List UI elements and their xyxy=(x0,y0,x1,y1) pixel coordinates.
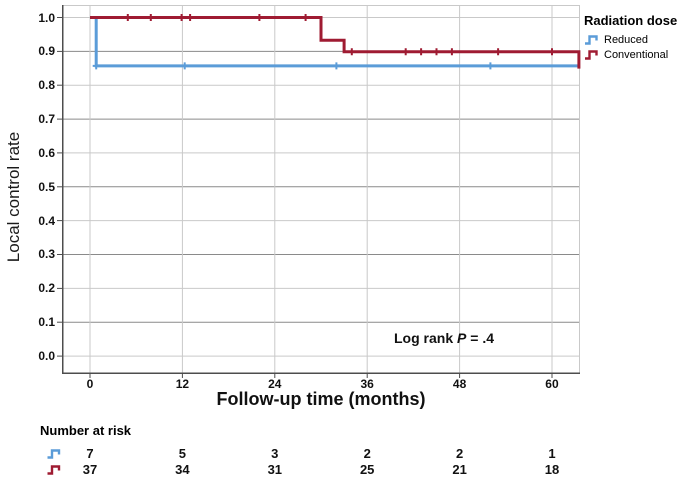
x-tick-label-0: 0 xyxy=(86,377,94,391)
step-curve-icon xyxy=(585,50,598,60)
step-curve-icon xyxy=(47,449,61,459)
risk-row-icon-conventional xyxy=(46,463,66,477)
y-tick-label-0.8: 0.8 xyxy=(38,78,55,93)
risk-count-conventional-12mo: 34 xyxy=(175,462,190,477)
legend-entry-conventional: Conventional xyxy=(584,48,677,61)
x-tick-label-36: 36 xyxy=(360,377,374,391)
plot-area xyxy=(57,5,581,378)
risk-count-conventional-36mo: 25 xyxy=(359,462,375,477)
censor-mark-conventional xyxy=(147,14,155,21)
censor-mark-conventional xyxy=(348,48,356,56)
risk-count-conventional-0mo: 37 xyxy=(82,462,98,477)
censor-mark-conventional xyxy=(302,14,310,21)
censor-mark-conventional xyxy=(402,48,410,56)
step-curve-icon xyxy=(47,465,61,475)
x-axis-title: Follow-up time (months) xyxy=(216,389,426,409)
risk-count-reduced-12mo: 5 xyxy=(178,446,187,461)
censor-mark-reduced xyxy=(486,62,494,70)
km-plot-svg xyxy=(57,5,581,378)
x-tick-label-24: 24 xyxy=(268,377,282,391)
censor-mark-conventional xyxy=(178,14,186,21)
legend-label: Reduced xyxy=(604,33,649,46)
x-tick-label-60: 60 xyxy=(545,377,559,391)
legend-entry-reduced: Reduced xyxy=(584,33,677,46)
censor-mark-reduced xyxy=(332,62,340,70)
legend-label: Conventional xyxy=(604,48,669,61)
risk-count-reduced-48mo: 2 xyxy=(455,446,464,461)
risk-row-icon-reduced xyxy=(46,447,66,461)
y-tick-label-0.5: 0.5 xyxy=(38,179,55,194)
x-tick-label-48: 48 xyxy=(452,377,467,391)
censor-mark-conventional xyxy=(494,48,502,56)
log-rank-text: Log rank xyxy=(394,330,458,346)
censor-mark-conventional xyxy=(255,14,263,21)
step-curve-icon xyxy=(585,35,598,45)
risk-count-reduced-36mo: 2 xyxy=(363,446,371,461)
legend-title: Radiation dose xyxy=(584,13,678,28)
censor-mark-conventional xyxy=(448,48,456,56)
risk-count-conventional-24mo: 31 xyxy=(267,462,283,477)
y-tick-label-0.0: 0.0 xyxy=(38,349,55,364)
censor-mark-conventional xyxy=(433,48,440,56)
legend: Radiation dose Reduced Conventional xyxy=(584,13,677,63)
y-tick-label-1.0: 1.0 xyxy=(38,10,55,25)
risk-count-conventional-48mo: 21 xyxy=(452,462,467,477)
risk-count-conventional-60mo: 18 xyxy=(544,462,560,477)
censor-mark-conventional xyxy=(124,14,132,21)
survival-curve-conventional xyxy=(90,16,581,69)
y-tick-label-0.6: 0.6 xyxy=(38,145,55,160)
censor-mark-conventional xyxy=(548,48,556,56)
risk-count-reduced-24mo: 3 xyxy=(271,446,279,461)
risk-count-reduced-0mo: 7 xyxy=(86,446,94,461)
censor-mark-reduced xyxy=(181,62,189,70)
y-tick-label-0.7: 0.7 xyxy=(38,112,55,127)
risk-count-reduced-60mo: 1 xyxy=(548,446,556,461)
risk-table-title: Number at risk xyxy=(40,423,132,438)
log-rank-annotation: Log rank P = .4 xyxy=(394,330,494,346)
log-rank-value: = .4 xyxy=(466,330,494,346)
censor-mark-reduced xyxy=(92,62,100,70)
censor-mark-conventional xyxy=(186,14,194,21)
y-tick-label-0.4: 0.4 xyxy=(38,213,55,228)
y-tick-label-0.9: 0.9 xyxy=(38,44,55,59)
censor-mark-conventional xyxy=(417,48,425,56)
x-tick-label-12: 12 xyxy=(175,377,190,391)
log-rank-p-symbol: P xyxy=(457,330,467,346)
y-tick-label-0.2: 0.2 xyxy=(38,281,55,296)
y-tick-label-0.3: 0.3 xyxy=(38,247,55,262)
y-tick-label-0.1: 0.1 xyxy=(38,315,55,330)
